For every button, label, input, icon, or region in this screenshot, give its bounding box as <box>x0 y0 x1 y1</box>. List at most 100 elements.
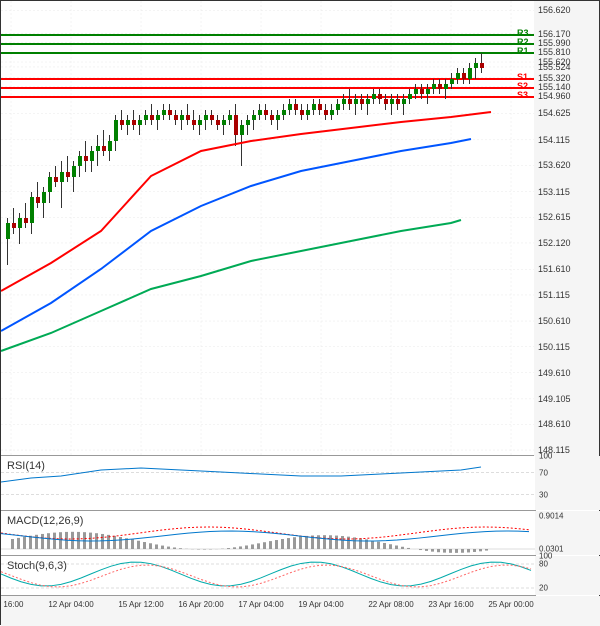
candle <box>474 63 478 68</box>
sr-line-s3 <box>1 96 536 98</box>
candle <box>366 99 370 104</box>
candle <box>30 197 34 223</box>
sr-line-r1 <box>1 52 536 54</box>
candle <box>162 110 166 115</box>
moving-averages <box>1 1 536 456</box>
candle <box>168 110 172 115</box>
candle <box>108 141 112 151</box>
stoch-panel[interactable]: Stoch(9,6,3) 1008020 <box>1 556 536 596</box>
candle <box>84 156 88 161</box>
x-tick: 25 Apr 00:00 <box>488 600 533 609</box>
candle <box>234 115 238 136</box>
sr-line-s2 <box>1 87 536 89</box>
candle <box>294 104 298 109</box>
candle <box>426 89 430 94</box>
price-panel[interactable]: R3156.170R2155.990R1155.810S1155.320S215… <box>1 1 536 456</box>
candle <box>12 223 16 228</box>
candle <box>324 110 328 115</box>
rsi-y-axis: 1007030 <box>535 456 600 510</box>
candle <box>282 110 286 115</box>
candle <box>360 99 364 104</box>
candle <box>54 177 58 182</box>
candle <box>132 120 136 125</box>
candle <box>432 84 436 89</box>
candle <box>246 120 250 125</box>
candle <box>6 223 10 239</box>
candle <box>96 146 100 151</box>
y-tick: 154.960 <box>538 91 571 101</box>
grid <box>1 1 536 456</box>
candle <box>144 115 148 120</box>
y-tick: 152.615 <box>538 212 571 222</box>
candle <box>456 73 460 78</box>
y-tick: 150.115 <box>538 342 570 352</box>
stoch-y-axis: 1008020 <box>535 556 600 595</box>
sr-line-r3 <box>1 34 536 36</box>
candle <box>102 146 106 151</box>
candle <box>228 115 232 120</box>
y-tick: 153.115 <box>538 187 570 197</box>
y-tick: 152.120 <box>538 238 571 248</box>
candle <box>150 115 154 120</box>
candle <box>174 115 178 120</box>
candle <box>24 218 28 223</box>
candle <box>258 110 262 115</box>
y-tick: 151.115 <box>538 290 570 300</box>
candle <box>18 218 22 228</box>
x-tick: 16 Apr 20:00 <box>178 600 223 609</box>
candle <box>330 110 334 115</box>
candle <box>192 120 196 125</box>
candle <box>78 156 82 166</box>
candle <box>90 151 94 161</box>
candle <box>222 120 226 125</box>
candle <box>462 73 466 78</box>
candle <box>42 192 46 202</box>
sr-label-s3: S3 <box>517 90 528 100</box>
x-tick: 23 Apr 16:00 <box>428 600 473 609</box>
rsi-panel[interactable]: RSI(14) 1007030 <box>1 456 536 511</box>
x-tick: 12 Apr 04:00 <box>48 600 93 609</box>
x-tick: 17 Apr 04:00 <box>238 600 283 609</box>
candle <box>60 172 64 182</box>
candle <box>444 84 448 89</box>
y-tick: 150.610 <box>538 316 571 326</box>
candle <box>66 172 70 177</box>
candle <box>270 115 274 120</box>
x-tick: 15 Apr 12:00 <box>118 600 163 609</box>
candle <box>48 177 52 193</box>
candle <box>408 94 412 99</box>
y-tick: 156.620 <box>538 5 571 15</box>
chart-container: R3156.170R2155.990R1155.810S1155.320S215… <box>0 0 600 625</box>
candle <box>156 115 160 120</box>
x-tick: 19 Apr 04:00 <box>298 600 343 609</box>
macd-panel[interactable]: MACD(12,26,9) 0.90140.0301 <box>1 511 536 556</box>
x-tick: r 16:00 <box>0 600 23 609</box>
candle <box>252 115 256 120</box>
candle <box>450 79 454 84</box>
sr-line-r2 <box>1 43 536 45</box>
candle <box>186 115 190 120</box>
candle <box>414 89 418 94</box>
candle <box>402 99 406 104</box>
candle <box>438 84 442 89</box>
candle <box>348 99 352 104</box>
y-tick: 154.115 <box>538 135 570 145</box>
candle <box>390 99 394 104</box>
macd-y-axis: 0.90140.0301 <box>535 511 600 555</box>
candle <box>198 120 202 125</box>
candle <box>372 94 376 99</box>
y-tick: 149.105 <box>538 394 571 404</box>
y-tick: 153.620 <box>538 160 571 170</box>
candle <box>396 99 400 104</box>
candle <box>126 120 130 125</box>
candle <box>480 63 484 68</box>
y-tick: 154.625 <box>538 108 571 118</box>
y-tick: 148.610 <box>538 419 571 429</box>
candle <box>312 104 316 109</box>
candle <box>300 110 304 115</box>
x-tick: 22 Apr 08:00 <box>368 600 413 609</box>
sr-label-r1: R1 <box>517 46 529 56</box>
candle <box>384 99 388 104</box>
y-tick: 149.610 <box>538 368 571 378</box>
candle <box>240 125 244 135</box>
